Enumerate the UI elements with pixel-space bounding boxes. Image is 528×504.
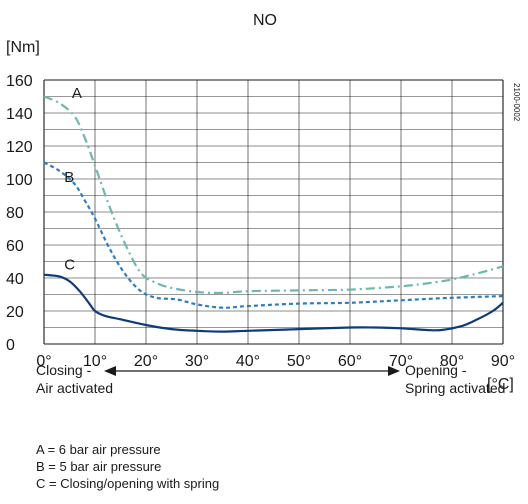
direction-arrow: [104, 366, 400, 376]
x-axis-label: [°C]: [487, 376, 514, 393]
series-label-b: B: [64, 169, 74, 186]
y-tick-label: 40: [6, 271, 24, 288]
y-tick-label: 0: [6, 337, 15, 354]
x-tick-label: 60°: [338, 353, 362, 370]
arrow-right-head: [388, 366, 400, 376]
closing-label-line2: Air activated: [36, 380, 113, 396]
torque-chart: NO [Nm] 2100-0002 020406080100120140160 …: [6, 12, 521, 396]
opening-label-line1: Opening -: [405, 362, 467, 378]
series-line-a: [43, 95, 504, 295]
opening-label-line2: Spring activated: [405, 380, 505, 396]
figure-id: 2100-0002: [512, 83, 521, 122]
x-tick-label: 30°: [185, 353, 209, 370]
grid: [43, 79, 504, 345]
y-tick-label: 100: [6, 172, 33, 189]
x-tick-label: 40°: [236, 353, 260, 370]
x-tick-label: 0°: [36, 353, 51, 370]
x-tick-label: 80°: [440, 353, 464, 370]
y-tick-labels: 0 20 40 60 80 100 120 140 160: [6, 73, 33, 354]
y-tick-label: 60: [6, 238, 24, 255]
x-tick-label: 70°: [389, 353, 413, 370]
y-tick-label: 160: [6, 73, 33, 90]
x-tick-label: 50°: [287, 353, 311, 370]
x-tick-label: 10°: [83, 353, 107, 370]
y-tick-label: 20: [6, 304, 24, 321]
series-label-a: A: [72, 85, 82, 102]
series-label-c: C: [64, 256, 75, 273]
x-tick-label: 20°: [134, 353, 158, 370]
y-tick-label: 120: [6, 139, 33, 156]
x-tick-labels: 0° 10° 20° 30° 40° 50° 60° 70° 80° 90°: [36, 353, 515, 370]
series-line-c: [43, 273, 504, 333]
legend: A = 6 bar air pressure B = 5 bar air pre…: [36, 441, 219, 492]
series-line-b: [43, 161, 504, 309]
y-tick-label: 140: [6, 106, 33, 123]
closing-label-line1: Closing -: [36, 362, 92, 378]
legend-item-a: A = 6 bar air pressure: [36, 442, 161, 457]
x-tick-label: 90°: [491, 353, 515, 370]
chart-title: NO: [253, 12, 277, 29]
y-axis-label: [Nm]: [6, 39, 40, 56]
legend-item-b: B = 5 bar air pressure: [36, 459, 162, 474]
y-tick-label: 80: [6, 205, 24, 222]
arrow-left-head: [104, 366, 116, 376]
series-layer: A B C: [43, 85, 504, 333]
legend-item-c: C = Closing/opening with spring: [36, 476, 220, 491]
